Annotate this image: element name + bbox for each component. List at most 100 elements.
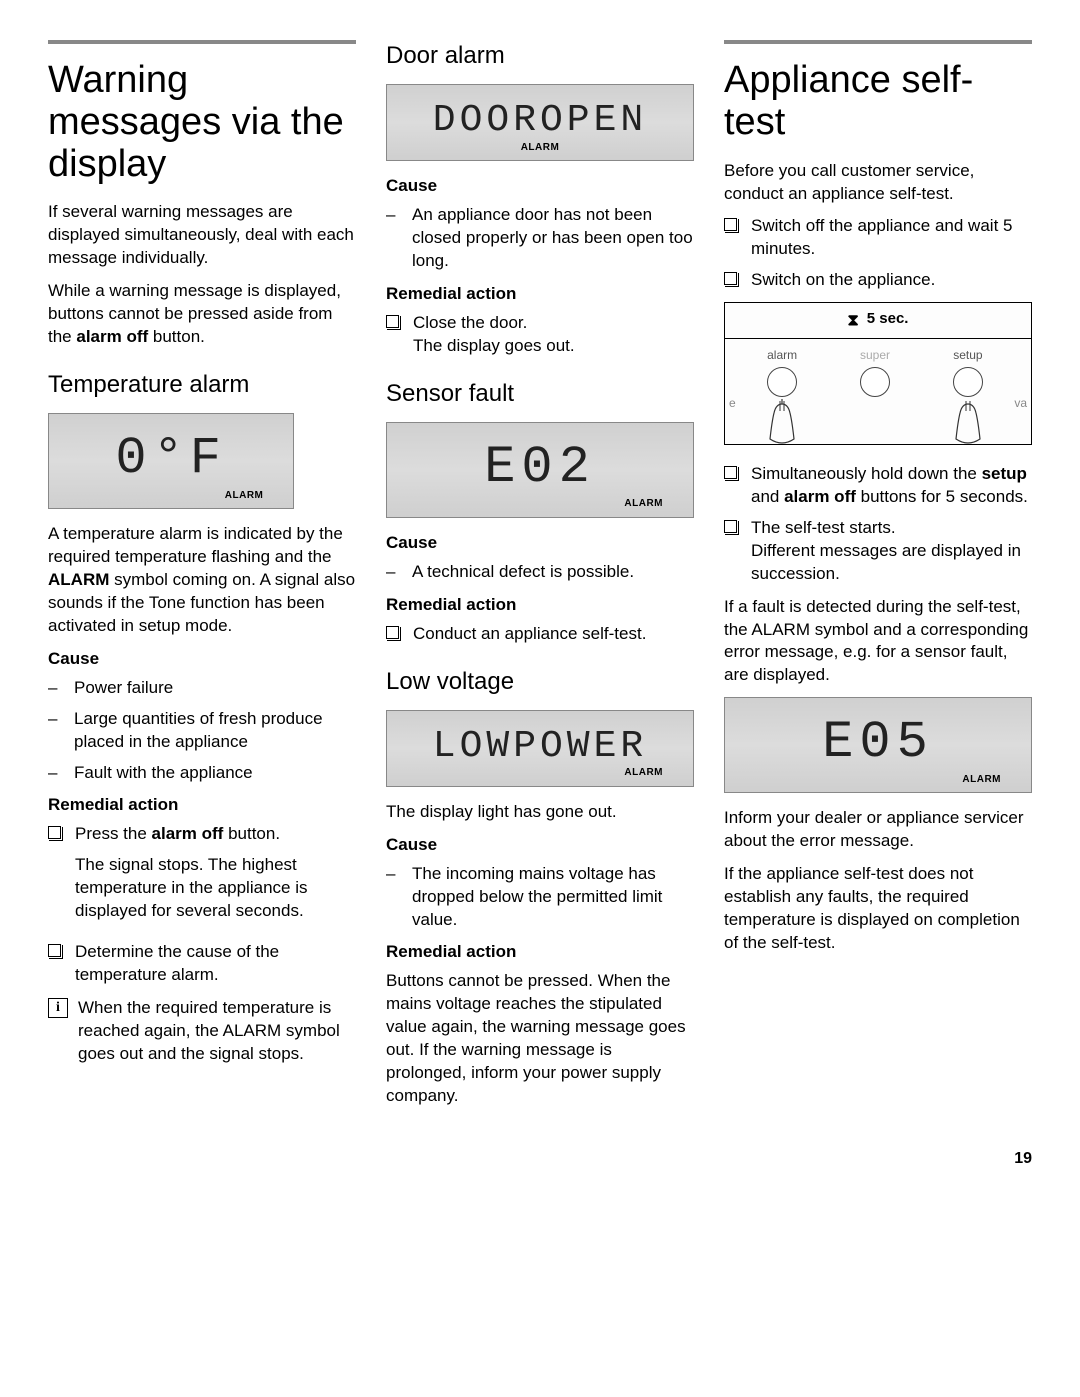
list-item: Simultaneously hold down the setup and a… (724, 463, 1032, 509)
text: Fault with the appliance (74, 762, 253, 785)
text: button. (223, 824, 280, 843)
knob-label: alarm (736, 347, 829, 363)
bold-text: alarm off (76, 327, 148, 346)
text: When the required temperature is reached… (78, 997, 356, 1066)
lcd-text: LOWPOWER (387, 721, 693, 772)
section-rule (48, 40, 356, 44)
info-note: i When the required temperature is reach… (48, 997, 356, 1066)
text: Different messages are displayed in succ… (751, 541, 1021, 583)
column-2: Door alarm DOOROPEN ALARM Cause An appli… (386, 40, 694, 1118)
text: The display goes out. (413, 336, 575, 355)
heading-low-voltage: Low voltage (386, 666, 694, 698)
lcd-display-low-voltage: LOWPOWER ALARM (386, 710, 694, 787)
list-item: Determine the cause of the temperature a… (48, 941, 356, 987)
list-content: Simultaneously hold down the setup and a… (751, 463, 1032, 509)
self-test-steps-1: Switch off the appliance and wait 5 minu… (724, 215, 1032, 292)
list-item: Press the alarm off button. The signal s… (48, 823, 356, 933)
list-item: The self-test starts. Different messages… (724, 517, 1032, 586)
column-3: Appliance self-test Before you call cust… (724, 40, 1032, 1118)
text: and (751, 487, 784, 506)
lcd-display-sensor: E02 ALARM (386, 422, 694, 518)
heading-sensor-fault: Sensor fault (386, 378, 694, 410)
section-rule (724, 40, 1032, 44)
door-remedial-list: Close the door. The display goes out. (386, 312, 694, 358)
cause-heading: Cause (48, 648, 356, 671)
inform-dealer-paragraph: Inform your dealer or appliance servicer… (724, 807, 1032, 853)
box-marker-icon (48, 944, 61, 957)
bold-text: setup (982, 464, 1027, 483)
remedial-heading: Remedial action (386, 594, 694, 617)
column-1: Warning messages via the display If seve… (48, 40, 356, 1118)
box-marker-icon (724, 520, 737, 533)
lcd-text: E02 (387, 433, 693, 503)
bold-text: alarm off (152, 824, 224, 843)
knob-icon (953, 367, 983, 397)
text: The signal stops. The highest temperatur… (75, 854, 356, 923)
list-item: Large quantities of fresh produce placed… (48, 708, 356, 754)
list-content: Press the alarm off button. The signal s… (75, 823, 356, 933)
lcd-text: DOOROPEN (387, 95, 693, 146)
info-icon: i (48, 998, 68, 1018)
list-item: The incoming mains voltage has dropped b… (386, 863, 694, 932)
cause-heading: Cause (386, 532, 694, 555)
hand-icon (736, 399, 829, 444)
list-item: Switch on the appliance. (724, 269, 1032, 292)
text: button. (148, 327, 205, 346)
lcd-text: E05 (725, 708, 1031, 778)
list-item: A technical defect is possible. (386, 561, 694, 584)
hourglass-icon: ⧗ (848, 310, 859, 332)
control-panel-illustration: ⧗ 5 sec. e alarm super setup (724, 302, 1032, 445)
remedial-heading: Remedial action (48, 794, 356, 817)
lcd-text: 0°F (49, 424, 293, 494)
remedial-heading: Remedial action (386, 941, 694, 964)
box-marker-icon (386, 626, 399, 639)
text: Large quantities of fresh produce placed… (74, 708, 356, 754)
text: A technical defect is possible. (412, 561, 634, 584)
knob-icon (860, 367, 890, 397)
box-marker-icon (724, 272, 737, 285)
box-marker-icon (48, 826, 61, 839)
low-voltage-intro: The display light has gone out. (386, 801, 694, 824)
text: Power failure (74, 677, 173, 700)
bold-text: alarm off (784, 487, 856, 506)
list-item: Close the door. The display goes out. (386, 312, 694, 358)
knob-setup: setup (921, 347, 1014, 444)
remedial-heading: Remedial action (386, 283, 694, 306)
sensor-remedial-list: Conduct an appliance self-test. (386, 623, 694, 646)
list-item: Conduct an appliance self-test. (386, 623, 694, 646)
list-item: An appliance door has not been closed pr… (386, 204, 694, 273)
heading-temperature-alarm: Temperature alarm (48, 369, 356, 401)
text: Determine the cause of the temperature a… (75, 941, 356, 987)
text: Conduct an appliance self-test. (413, 623, 646, 646)
lcd-display-door: DOOROPEN ALARM (386, 84, 694, 161)
list-item: Fault with the appliance (48, 762, 356, 785)
temperature-description: A temperature alarm is indicated by the … (48, 523, 356, 638)
knob-label: super (829, 347, 922, 363)
no-fault-paragraph: If the appliance self-test does not esta… (724, 863, 1032, 955)
knob-icon (767, 367, 797, 397)
heading-warning-messages: Warning messages via the display (48, 60, 356, 185)
temperature-causes-list: Power failure Large quantities of fresh … (48, 677, 356, 785)
lcd-display-e05: E05 ALARM (724, 697, 1032, 793)
knob-super: super (829, 347, 922, 397)
self-test-steps-2: Simultaneously hold down the setup and a… (724, 463, 1032, 586)
low-voltage-cause-list: The incoming mains voltage has dropped b… (386, 863, 694, 932)
text: Close the door. (413, 313, 527, 332)
cause-heading: Cause (386, 834, 694, 857)
self-test-intro: Before you call customer service, conduc… (724, 160, 1032, 206)
box-marker-icon (724, 466, 737, 479)
page-columns: Warning messages via the display If seve… (48, 40, 1032, 1118)
box-marker-icon (386, 315, 399, 328)
page-number: 19 (48, 1148, 1032, 1170)
temperature-remedial-list: Press the alarm off button. The signal s… (48, 823, 356, 987)
knob-label: setup (921, 347, 1014, 363)
list-content: Close the door. The display goes out. (413, 312, 575, 358)
sensor-cause-list: A technical defect is possible. (386, 561, 694, 584)
edge-label: e (729, 375, 736, 411)
list-item: Switch off the appliance and wait 5 minu… (724, 215, 1032, 261)
timer-text: 5 sec. (867, 310, 909, 327)
text: An appliance door has not been closed pr… (412, 204, 694, 273)
list-item: Power failure (48, 677, 356, 700)
heading-appliance-self-test: Appliance self-test (724, 60, 1032, 144)
lcd-display-temperature: 0°F ALARM (48, 413, 294, 509)
